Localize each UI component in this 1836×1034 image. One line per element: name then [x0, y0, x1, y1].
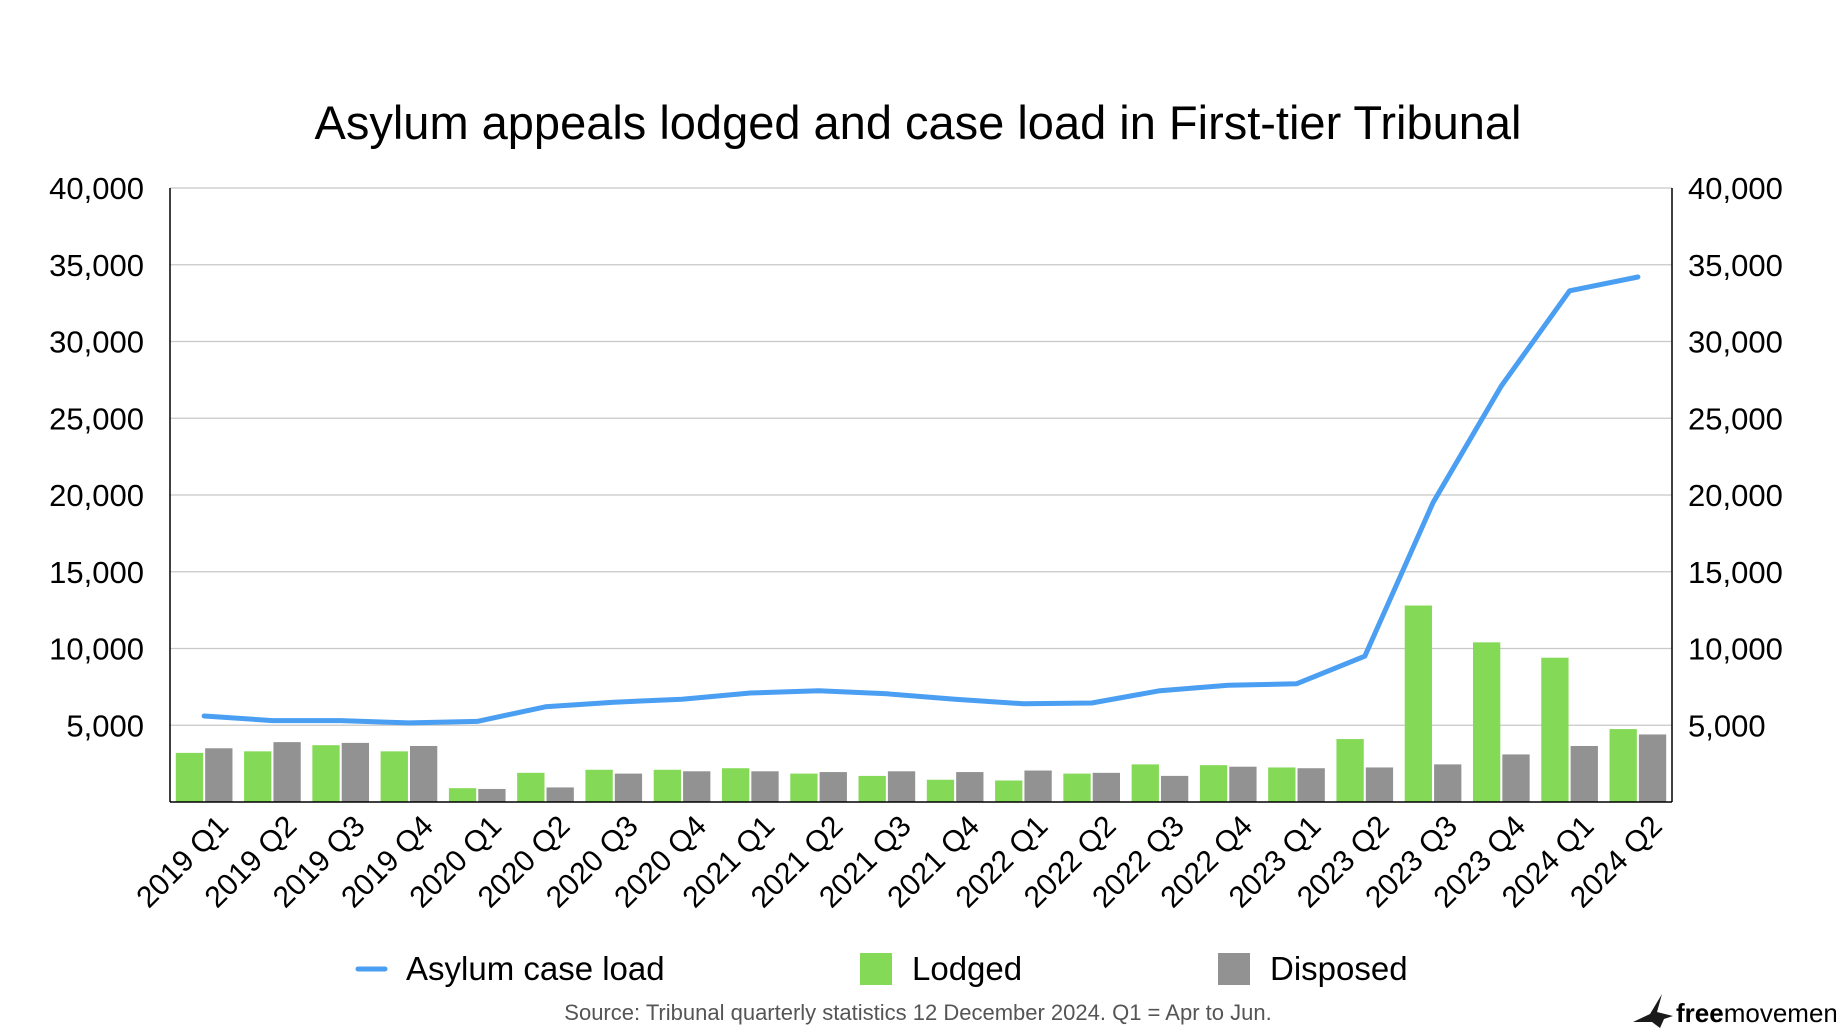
- bar-disposed: [409, 745, 438, 802]
- legend-label-caseload: Asylum case load: [406, 950, 665, 987]
- bar-disposed: [478, 788, 506, 802]
- bar-lodged: [995, 780, 1023, 802]
- bar-disposed: [1024, 770, 1052, 802]
- legend-swatch-disposed: [1218, 953, 1250, 985]
- bar-disposed: [887, 771, 916, 802]
- y-tick-right: 20,000: [1688, 478, 1783, 513]
- bar-lodged: [1063, 773, 1091, 802]
- gridlines: [170, 187, 1672, 726]
- bar-lodged: [790, 773, 818, 802]
- bar-lodged: [1199, 765, 1228, 802]
- bars: [175, 605, 1667, 802]
- bar-lodged: [585, 769, 613, 802]
- bar-lodged: [653, 769, 682, 802]
- bar-disposed: [1570, 745, 1598, 802]
- y-tick-left: 5,000: [66, 708, 144, 743]
- bird-logo-icon: [1633, 994, 1673, 1028]
- brand-rest: movement: [1724, 998, 1836, 1028]
- chart-title: Asylum appeals lodged and case load in F…: [315, 96, 1522, 149]
- bar-lodged: [858, 775, 886, 802]
- y-tick-right: 10,000: [1688, 632, 1783, 667]
- bar-lodged: [517, 772, 545, 802]
- bar-lodged: [1268, 767, 1296, 802]
- bar-lodged: [1472, 642, 1501, 802]
- bar-disposed: [273, 742, 301, 802]
- y-tick-right: 40,000: [1688, 171, 1783, 206]
- axes: [169, 188, 1673, 803]
- y-tick-right: 30,000: [1688, 325, 1783, 360]
- bar-disposed: [1160, 775, 1189, 802]
- bar-lodged: [721, 768, 750, 802]
- bar-lodged: [1404, 605, 1433, 802]
- brand-text: freemovement: [1676, 998, 1836, 1028]
- bar-disposed: [956, 772, 984, 802]
- y-tick-left: 20,000: [49, 478, 144, 513]
- bar-lodged: [312, 745, 340, 802]
- bar-disposed: [1434, 764, 1462, 802]
- bar-lodged: [380, 751, 408, 802]
- line-series-layer: [201, 274, 1641, 726]
- y-tick-left: 10,000: [49, 632, 144, 667]
- bar-lodged: [926, 779, 955, 802]
- brand-bold: free: [1676, 998, 1724, 1028]
- bar-disposed: [819, 772, 847, 802]
- legend-label-lodged: Lodged: [912, 950, 1022, 987]
- y-axis-left-ticks: 5,000 10,000 15,000 20,000 25,000 30,000 35,00…: [49, 171, 144, 743]
- line-caseload: [201, 274, 1641, 726]
- bar-lodged: [1609, 729, 1637, 802]
- bar-disposed: [1365, 767, 1394, 802]
- bar-disposed: [614, 773, 643, 802]
- y-tick-right: 5,000: [1688, 708, 1766, 743]
- y-tick-right: 35,000: [1688, 248, 1783, 283]
- bar-lodged: [1131, 764, 1159, 802]
- bar-disposed: [1092, 772, 1121, 802]
- y-tick-right: 25,000: [1688, 401, 1783, 436]
- brand-logo: freemovement: [1633, 994, 1836, 1028]
- y-tick-right: 15,000: [1688, 555, 1783, 590]
- bar-lodged: [1336, 739, 1364, 802]
- bar-disposed: [751, 771, 779, 802]
- legend: Asylum case load Lodged Disposed: [355, 950, 1408, 987]
- bar-lodged: [175, 752, 204, 802]
- y-tick-left: 25,000: [49, 401, 144, 436]
- y-axis-right-ticks: 5,000 10,000 15,000 20,000 25,000 30,000 35,00…: [1688, 171, 1783, 743]
- legend-swatch-lodged: [860, 953, 892, 985]
- bar-lodged: [244, 751, 272, 802]
- bar-disposed: [683, 771, 711, 802]
- bar-disposed: [1638, 734, 1667, 802]
- bar-disposed: [1502, 754, 1530, 802]
- bar-disposed: [1297, 768, 1325, 802]
- y-tick-left: 15,000: [49, 555, 144, 590]
- bar-disposed: [205, 748, 233, 802]
- y-tick-left: 35,000: [49, 248, 144, 283]
- bar-disposed: [341, 742, 370, 802]
- legend-label-disposed: Disposed: [1270, 950, 1408, 987]
- bar-disposed: [546, 787, 574, 802]
- bar-lodged: [1541, 657, 1569, 802]
- y-tick-left: 40,000: [49, 171, 144, 206]
- bar-disposed: [1229, 766, 1257, 802]
- y-tick-left: 30,000: [49, 325, 144, 360]
- source-note: Source: Tribunal quarterly statistics 12…: [564, 1000, 1271, 1025]
- bar-lodged: [448, 788, 477, 802]
